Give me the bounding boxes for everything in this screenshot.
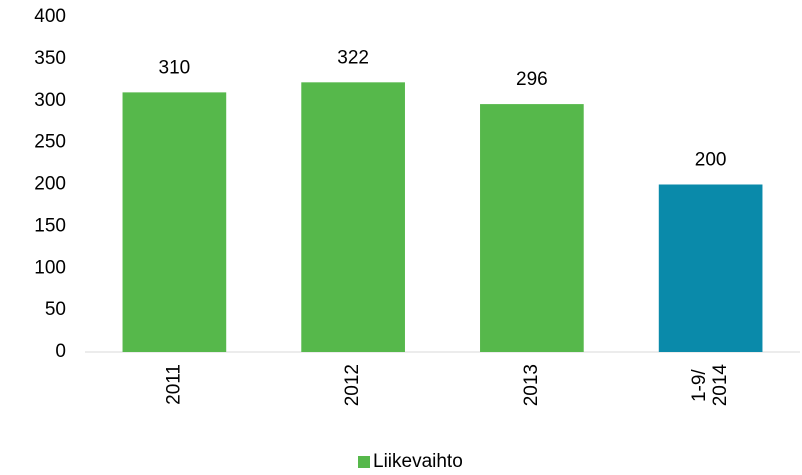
value-label: 322 (337, 47, 369, 68)
bar (658, 184, 763, 352)
y-tick-label: 50 (45, 299, 66, 320)
y-tick-label: 350 (34, 48, 66, 69)
bar (122, 92, 227, 352)
y-tick-label: 200 (34, 174, 66, 195)
x-tick-label: 2011 (163, 364, 184, 405)
value-label: 200 (695, 150, 727, 171)
x-tick-label: 1-9/ 2014 (689, 364, 731, 407)
y-tick-label: 150 (34, 215, 66, 236)
y-tick-label: 400 (34, 6, 66, 27)
bar (301, 82, 405, 352)
y-tick-label: 100 (34, 257, 66, 278)
value-label: 310 (159, 57, 191, 78)
x-tick-label: 2013 (521, 364, 542, 406)
legend-swatch (358, 456, 370, 468)
bar (480, 104, 584, 352)
value-label: 296 (516, 69, 548, 90)
y-tick-label: 250 (34, 132, 66, 153)
y-tick-label: 0 (55, 341, 66, 362)
x-tick-label: 2012 (342, 364, 363, 406)
y-tick-label: 300 (34, 90, 66, 111)
legend-label: Liikevaihto (373, 451, 463, 472)
